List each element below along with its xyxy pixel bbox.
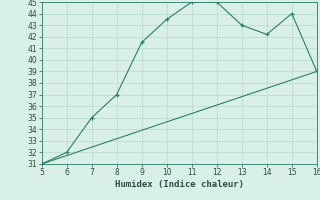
X-axis label: Humidex (Indice chaleur): Humidex (Indice chaleur): [115, 180, 244, 189]
